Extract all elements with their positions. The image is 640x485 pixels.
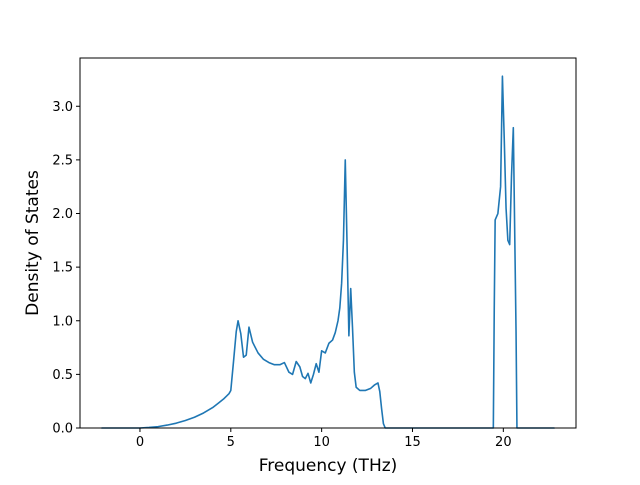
axes-frame [79, 57, 577, 429]
y-tick-label: 2.0 [52, 207, 73, 222]
y-tick-label: 2.5 [52, 153, 73, 168]
y-tick-label: 1.0 [52, 314, 73, 329]
x-tick-label: 0 [136, 435, 144, 450]
y-axis: 0.0 0.5 1.0 1.5 2.0 2.5 3.0 [52, 100, 80, 437]
x-axis-label: Frequency (THz) [259, 456, 398, 476]
y-tick-label: 0.5 [52, 368, 73, 383]
x-tick-label: 5 [227, 435, 235, 450]
y-tick-label: 3.0 [52, 100, 73, 115]
y-tick-label: 1.5 [52, 261, 73, 276]
y-tick-label: 0.0 [52, 422, 73, 437]
y-axis-label: Density of States [23, 170, 43, 316]
x-tick-label: 10 [313, 435, 330, 450]
x-tick-label: 20 [495, 435, 512, 450]
series-layer [101, 75, 556, 429]
x-tick-label: 15 [404, 435, 421, 450]
x-axis: 0 5 10 15 20 [136, 428, 512, 450]
series-line [101, 75, 556, 429]
